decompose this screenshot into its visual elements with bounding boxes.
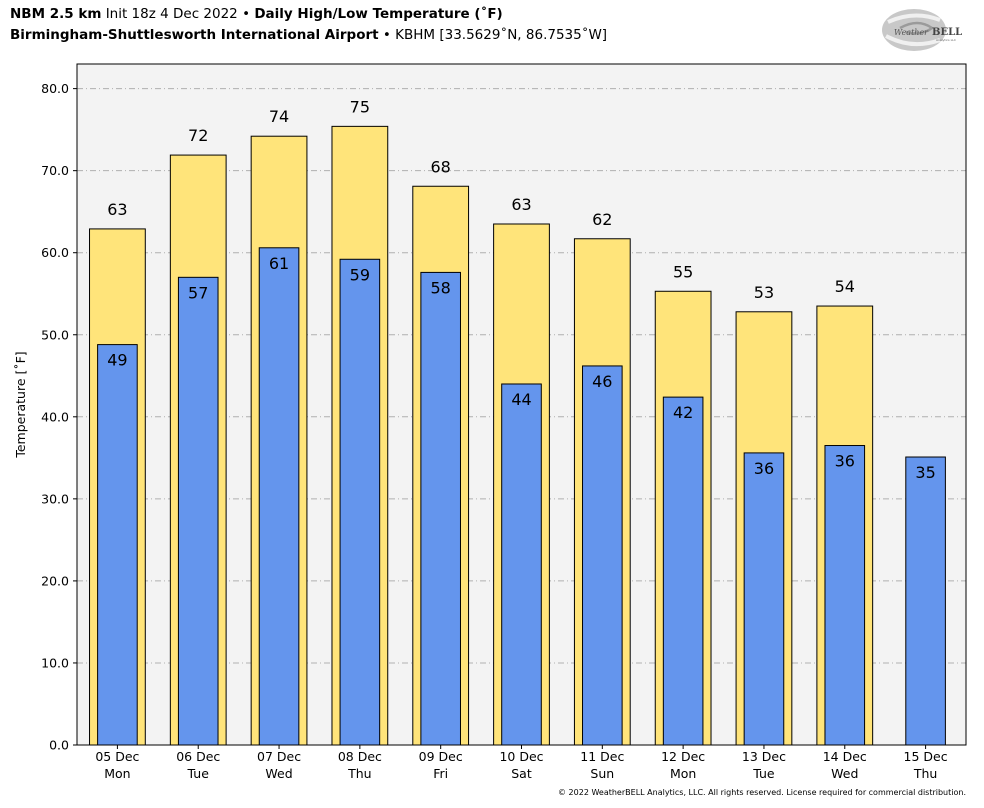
chart-title-line: NBM 2.5 km Init 18z 4 Dec 2022 • Daily H… [10,6,503,22]
low-temp-label: 36 [835,452,855,471]
separator-bullet: • [242,6,251,22]
y-tick-label: 20.0 [41,573,69,588]
high-temp-label: 68 [431,157,451,176]
x-tick-label-day: Mon [104,766,130,781]
low-temp-bar [420,271,461,746]
high-temp-label: 54 [835,277,855,296]
high-temp-label: 75 [350,97,370,116]
low-temp-bar [339,258,381,746]
x-tick-label-date: 05 Dec [95,749,139,764]
high-temp-label: 72 [188,126,208,145]
x-tick-label-date: 08 Dec [338,749,382,764]
x-tick-label-date: 11 Dec [580,749,624,764]
x-tick-label-date: 09 Dec [419,749,463,764]
x-tick-label-day: Thu [913,766,937,781]
bars [89,125,946,746]
chart-subtitle-line: Birmingham-Shuttlesworth International A… [10,27,607,43]
y-tick-label: 0.0 [49,738,69,753]
y-tick-label: 70.0 [41,163,69,178]
x-tick-label-day: Tue [752,766,775,781]
low-temp-label: 49 [107,351,127,370]
logo-text-brand: BELL [932,27,962,38]
x-tick-label-day: Fri [433,766,448,781]
low-temp-bar [501,383,542,746]
model-name: NBM 2.5 km [10,6,102,22]
x-tick-label-day: Wed [265,766,292,781]
low-temp-label: 35 [915,463,935,482]
low-temp-label: 58 [431,278,451,297]
low-temp-label: 59 [350,265,370,284]
high-temp-label: 53 [754,283,774,302]
low-temp-bar [177,276,219,746]
init-time: Init 18z 4 Dec 2022 [105,6,238,22]
low-temp-label: 61 [269,254,289,273]
high-temp-label: 62 [592,210,612,229]
x-axis: 05 Dec Mon 06 Dec Tue 07 Dec Wed 08 Dec Thu 09 D… [95,745,948,781]
low-temp-label: 36 [754,459,774,478]
low-temp-bar [258,247,300,746]
y-tick-label: 40.0 [41,409,69,424]
y-tick-label: 80.0 [41,81,69,96]
x-tick-label-date: 12 Dec [661,749,705,764]
x-tick-label-day: Wed [831,766,858,781]
x-tick-label-day: Mon [670,766,696,781]
low-temp-bar [582,365,623,746]
copyright-footer: © 2022 WeatherBELL Analytics, LLC. All r… [558,788,966,797]
station-info: KBHM [33.5629˚N, 86.7535˚W] [395,27,608,43]
low-temp-label: 42 [673,403,693,422]
low-temp-label: 46 [592,372,612,391]
data-labels: 63 49 72 57 74 61 75 59 68 58 63 44 62 46 55 42 53 36 54 36… [107,97,936,482]
location-name: Birmingham-Shuttlesworth International A… [10,27,379,43]
high-temp-label: 63 [107,200,127,219]
x-tick-label-date: 14 Dec [823,749,867,764]
weatherbell-logo: Weather BELL Analytics LLC [882,9,962,51]
x-tick-label-day: Sat [511,766,532,781]
low-temp-bar [824,445,866,746]
y-tick-label: 50.0 [41,327,69,342]
y-tick-label: 60.0 [41,245,69,260]
high-temp-label: 55 [673,262,693,281]
separator-bullet: • [382,27,391,43]
x-tick-label-date: 07 Dec [257,749,301,764]
product-name: Daily High/Low Temperature (˚F) [254,6,503,22]
y-tick-label: 10.0 [41,655,69,670]
low-temp-bar [905,456,946,746]
x-tick-label-date: 15 Dec [904,749,948,764]
high-temp-label: 63 [511,195,531,214]
x-tick-label-day: Sun [590,766,614,781]
x-tick-label-date: 06 Dec [176,749,220,764]
y-axis: 0.0 10.0 20.0 30.0 40.0 50.0 60.0 70.0 80.0 [41,81,77,753]
x-tick-label-date: 13 Dec [742,749,786,764]
low-temp-bar [97,344,138,746]
low-temp-bar [743,452,785,746]
logo-subtext: Analytics LLC [936,38,956,42]
y-tick-label: 30.0 [41,491,69,506]
high-temp-label: 74 [269,107,289,126]
x-tick-label-date: 10 Dec [499,749,543,764]
y-axis-label: Temperature [˚F] [13,351,28,458]
low-temp-bar [662,396,704,746]
logo-text-prefix: Weather [894,28,929,37]
x-tick-label-day: Thu [347,766,371,781]
x-tick-label-day: Tue [187,766,210,781]
low-temp-label: 57 [188,283,208,302]
low-temp-label: 44 [511,390,531,409]
